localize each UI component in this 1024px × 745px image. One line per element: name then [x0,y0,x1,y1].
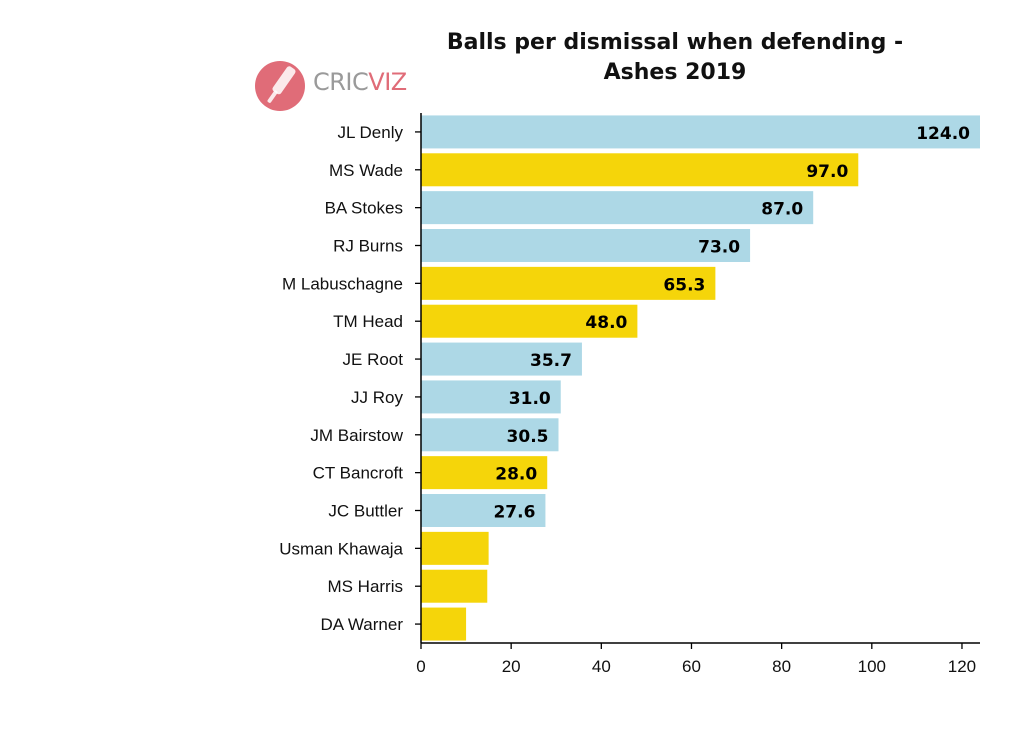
y-tick-label: MS Wade [329,161,403,180]
data-label: 87.0 [761,200,803,220]
bar [421,456,548,490]
y-tick-label: JL Denly [337,123,403,142]
bar [421,115,980,149]
x-tick-label: 120 [948,657,976,676]
bar [421,191,814,225]
chart-title-line-1: Balls per dismissal when defending - [446,30,904,55]
data-label: 65.3 [663,275,705,295]
y-tick-label: Usman Khawaja [279,539,403,558]
data-label: 124.0 [916,124,970,144]
x-tick-label: 0 [416,657,425,676]
cricviz-logo: CRICVIZ [253,58,413,114]
y-tick-label: RJ Burns [333,237,403,256]
data-label: 28.0 [495,465,537,485]
cricviz-logo-text: CRICVIZ [313,68,407,96]
data-label: 31.0 [509,389,551,409]
logo-text-cric: CRIC [313,68,369,96]
data-label: 30.5 [507,427,549,447]
x-tick-label: 80 [772,657,791,676]
logo-text-viz: VIZ [368,68,407,96]
y-tick-label: DA Warner [320,615,403,634]
bar [421,380,561,414]
bar [421,607,467,641]
cricviz-logo-icon [255,61,305,111]
data-label: 27.6 [493,503,535,523]
y-tick-label: BA Stokes [325,199,403,218]
y-tick-label: JM Bairstow [310,426,403,445]
data-label: 35.7 [530,351,572,371]
bar [421,304,638,338]
y-tick-label: CT Bancroft [313,464,404,483]
y-tick-label: TM Head [333,312,403,331]
y-tick-label: M Labuschagne [282,274,403,293]
data-label: 73.0 [698,238,740,258]
x-tick-label: 20 [502,657,521,676]
bar [421,342,582,376]
x-tick-label: 40 [592,657,611,676]
bar [421,569,488,603]
data-label: 48.0 [585,313,627,333]
chart-title-line-2: Ashes 2019 [603,60,747,85]
y-tick-label: JJ Roy [351,388,403,407]
y-tick-label: MS Harris [327,577,403,596]
x-tick-label: 100 [858,657,886,676]
bar [421,229,751,262]
x-tick-label: 60 [682,657,701,676]
bar [421,418,559,452]
bar [421,266,716,300]
y-tick-label: JE Root [343,350,404,369]
bar [421,153,859,187]
data-label: 97.0 [806,162,848,182]
y-tick-label: JC Buttler [328,502,403,521]
bar [421,494,546,527]
bar [421,531,489,565]
